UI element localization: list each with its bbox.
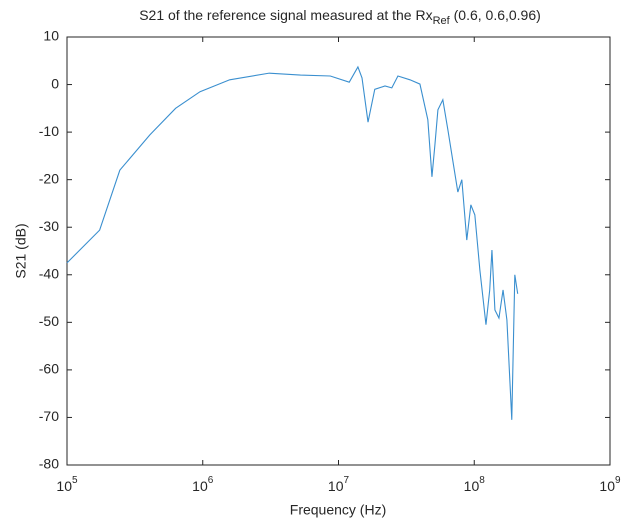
x-tick-label: 105: [56, 475, 78, 494]
title-subscript: Ref: [433, 15, 451, 27]
title-rest: (0.6, 0.6,0.96): [450, 7, 541, 23]
y-tick-label: 0: [51, 75, 59, 91]
x-tick-label: 107: [328, 475, 350, 494]
x-tick-label: 106: [192, 475, 214, 494]
plot-frame: [66, 36, 611, 466]
y-tick-label: -40: [39, 265, 59, 281]
data-line: [66, 65, 519, 420]
x-tick-label: 109: [599, 475, 621, 494]
x-tick-label: 108: [464, 475, 486, 494]
y-tick-label: -20: [39, 170, 59, 186]
y-tick-label: -60: [39, 361, 59, 377]
y-tick-label: -80: [39, 456, 59, 472]
y-tick-label: -70: [39, 408, 59, 424]
chart-title: S21 of the reference signal measured at …: [139, 7, 541, 27]
x-axis-label: Frequency (Hz): [290, 502, 386, 518]
title-main: S21 of the reference signal measured at …: [139, 7, 432, 23]
y-tick-label: -10: [39, 123, 59, 139]
y-axis-label: S21 (dB): [13, 223, 29, 278]
y-tick-label: -50: [39, 313, 59, 329]
y-tick-label: -30: [39, 218, 59, 234]
y-tick-label: 10: [43, 28, 59, 44]
